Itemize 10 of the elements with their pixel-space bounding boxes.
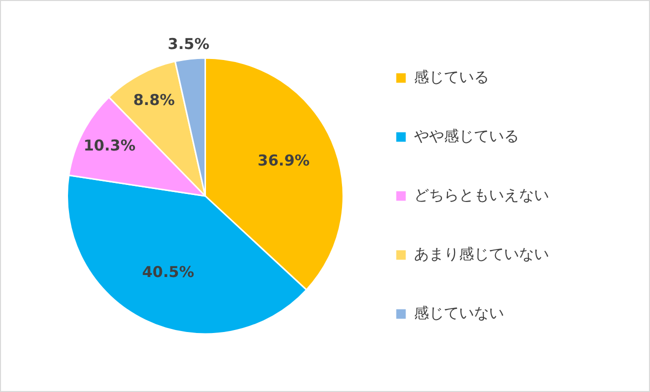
- data-label: 3.5%: [168, 34, 210, 53]
- legend-label: 感じていない: [414, 304, 504, 322]
- legend-label: 感じている: [414, 68, 489, 86]
- legend-label: やや感じている: [414, 126, 519, 145]
- data-label: 8.8%: [133, 91, 175, 110]
- legend-label: あまり感じていない: [414, 244, 549, 263]
- data-label: 36.9%: [258, 152, 310, 170]
- data-label: 40.5%: [142, 262, 194, 281]
- data-label: 10.3%: [83, 136, 136, 155]
- legend-label: どちらともいえない: [414, 186, 549, 204]
